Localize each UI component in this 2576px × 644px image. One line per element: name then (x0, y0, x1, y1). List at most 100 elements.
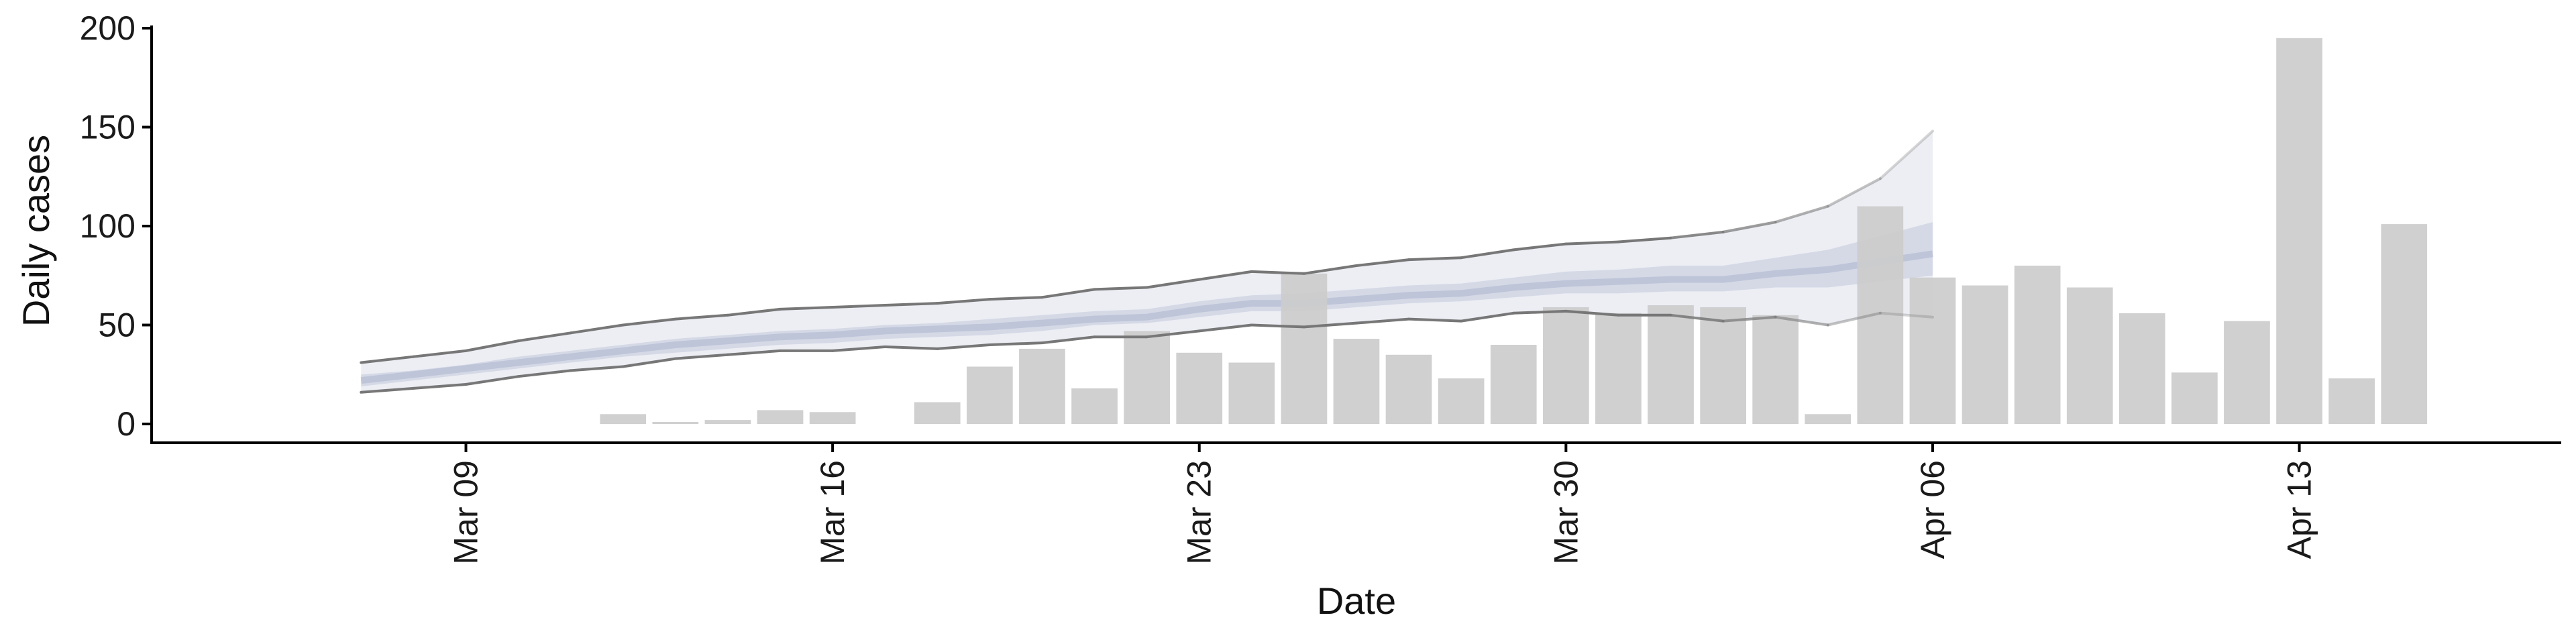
estimate-lower-bound-line-segment (1669, 313, 1725, 323)
x-tick-label: Mar 09 (447, 460, 485, 565)
observed-bar (1019, 348, 1065, 424)
observed-bar (2118, 313, 2165, 424)
estimate-upper-bound-line-segment (1721, 221, 1777, 233)
observed-bar (2224, 321, 2270, 424)
estimate-lower-bound-line-segment (1145, 329, 1201, 339)
observed-bar (2328, 378, 2375, 424)
estimate-upper-bound-line-segment (1040, 288, 1096, 299)
estimate-lower-bound-line-segment (883, 345, 939, 350)
observed-bar (914, 402, 961, 424)
ticks-layer: 0 50 100 150 200 Mar 09 Mar 16 Mar 23 Mar 30 Apr … (80, 9, 2318, 565)
estimate-upper-bound-line-segment (936, 298, 991, 305)
estimate-upper-bound-line-segment (412, 349, 468, 358)
estimate-upper-bound-line (360, 129, 1934, 364)
estimate-upper-bound-line-segment (674, 313, 729, 321)
estimate-upper-bound-line-segment (1826, 177, 1882, 208)
estimate-bound-lines-layer (360, 129, 1934, 394)
observed-bar (1490, 345, 1537, 424)
estimate-lower-bound-line-segment (621, 357, 677, 368)
estimate-upper-bound-line-segment (1093, 286, 1148, 291)
estimate-lower-bound-line-segment (1878, 311, 1934, 319)
estimate-band-90-layer (361, 131, 1933, 392)
observed-bar (757, 410, 804, 424)
observed-bar (1805, 414, 1851, 425)
estimate-upper-bound-line-segment (883, 302, 939, 307)
estimate-upper-bound-line-segment (1197, 270, 1253, 281)
estimate-upper-bound-line-segment (1145, 278, 1201, 289)
estimate-upper-bound-line-segment (1407, 256, 1463, 262)
estimate-lower-bound-line-segment (360, 386, 415, 394)
observed-bar (1071, 388, 1118, 424)
observed-bar (1281, 273, 1328, 424)
observed-bar (1228, 362, 1275, 424)
y-tick-label: 50 (98, 307, 136, 344)
estimate-upper-bound-line-segment (1669, 230, 1725, 239)
estimate-lower-bound-line-segment (1460, 311, 1515, 323)
observed-bar (1124, 331, 1170, 424)
estimate-lower-bound-line (360, 309, 1934, 394)
x-tick-label: Apr 06 (1914, 460, 1951, 559)
observed-bar (1595, 313, 1642, 424)
estimate-median-layer (360, 250, 1933, 384)
observed-bar (2171, 372, 2218, 424)
y-tick-label: 150 (80, 109, 136, 146)
estimate-upper-bound-line-segment (831, 304, 887, 309)
x-tick-label: Mar 16 (814, 460, 851, 565)
estimate-upper-bound-line-segment (988, 296, 1044, 301)
observed-bar (809, 412, 856, 424)
observed-bar (1333, 339, 1380, 424)
estimate-upper-bound-line-segment (779, 306, 835, 311)
estimate-lower-bound-line-segment (569, 365, 625, 372)
observed-bar (600, 414, 647, 425)
estimate-lower-bound-line-segment (1197, 323, 1253, 333)
y-tick-label: 200 (80, 9, 136, 47)
estimate-lower-bound-line-segment (988, 341, 1044, 346)
estimate-lower-bound-line-segment (412, 383, 468, 390)
estimate-upper-bound-line-segment (517, 331, 572, 343)
estimate-upper-bound-line-segment (464, 339, 520, 352)
estimate-upper-bound-line-segment (1512, 242, 1568, 252)
x-tick-label: Mar 30 (1547, 460, 1585, 565)
estimate-band-50-layer (361, 222, 1933, 386)
estimate-lower-bound-line-segment (1407, 317, 1463, 323)
estimate-lower-bound-line-segment (727, 349, 782, 356)
observed-bar (1385, 354, 1432, 425)
observed-bar (2381, 224, 2428, 424)
estimate-upper-bound-line-segment (1460, 248, 1515, 260)
estimate-upper-bound-line-segment (360, 355, 415, 364)
estimate-lower-bound-line-segment (1826, 311, 1882, 327)
estimate-upper-bound-line-segment (1355, 258, 1411, 267)
observed-bar (1700, 307, 1746, 424)
estimate-upper-bound-line-segment (1564, 240, 1620, 246)
x-tick-label: Mar 23 (1181, 460, 1218, 565)
observed-bar (1752, 315, 1799, 425)
estimate-lower-bound-line-segment (1512, 309, 1568, 315)
estimate-upper-bound-line-segment (1302, 264, 1358, 275)
estimate-upper-bound-line-segment (1878, 129, 1934, 180)
x-tick-label: Apr 13 (2281, 460, 2318, 559)
observed-bar (1909, 277, 1956, 424)
y-axis-title: Daily cases (15, 135, 57, 327)
observed-bar (1543, 307, 1589, 424)
estimate-lower-bound-line-segment (1250, 323, 1305, 329)
observed-bar (2014, 266, 2061, 424)
estimate-lower-bound-line-segment (674, 353, 729, 360)
estimate-median-line (360, 250, 1933, 384)
estimate-lower-bound-line-segment (464, 375, 520, 386)
x-axis-title: Date (1317, 580, 1396, 622)
estimate-upper-bound-line-segment (1617, 236, 1672, 244)
observed-bar (652, 422, 699, 424)
axes-layer: Date Daily cases (15, 25, 2561, 622)
estimate-lower-bound-line-segment (831, 345, 887, 352)
estimate-lower-bound-line-segment (1774, 315, 1829, 327)
estimate-band-90 (361, 131, 1933, 392)
observed-bar (1176, 352, 1223, 424)
observed-bar (1438, 378, 1485, 424)
estimate-upper-bound-line-segment (1774, 205, 1829, 224)
estimate-upper-bound-line-segment (727, 307, 782, 317)
estimate-upper-bound-line-segment (569, 323, 625, 335)
y-tick-label: 0 (117, 405, 136, 443)
estimate-band-50 (361, 222, 1933, 386)
estimate-lower-bound-line-segment (1302, 321, 1358, 329)
